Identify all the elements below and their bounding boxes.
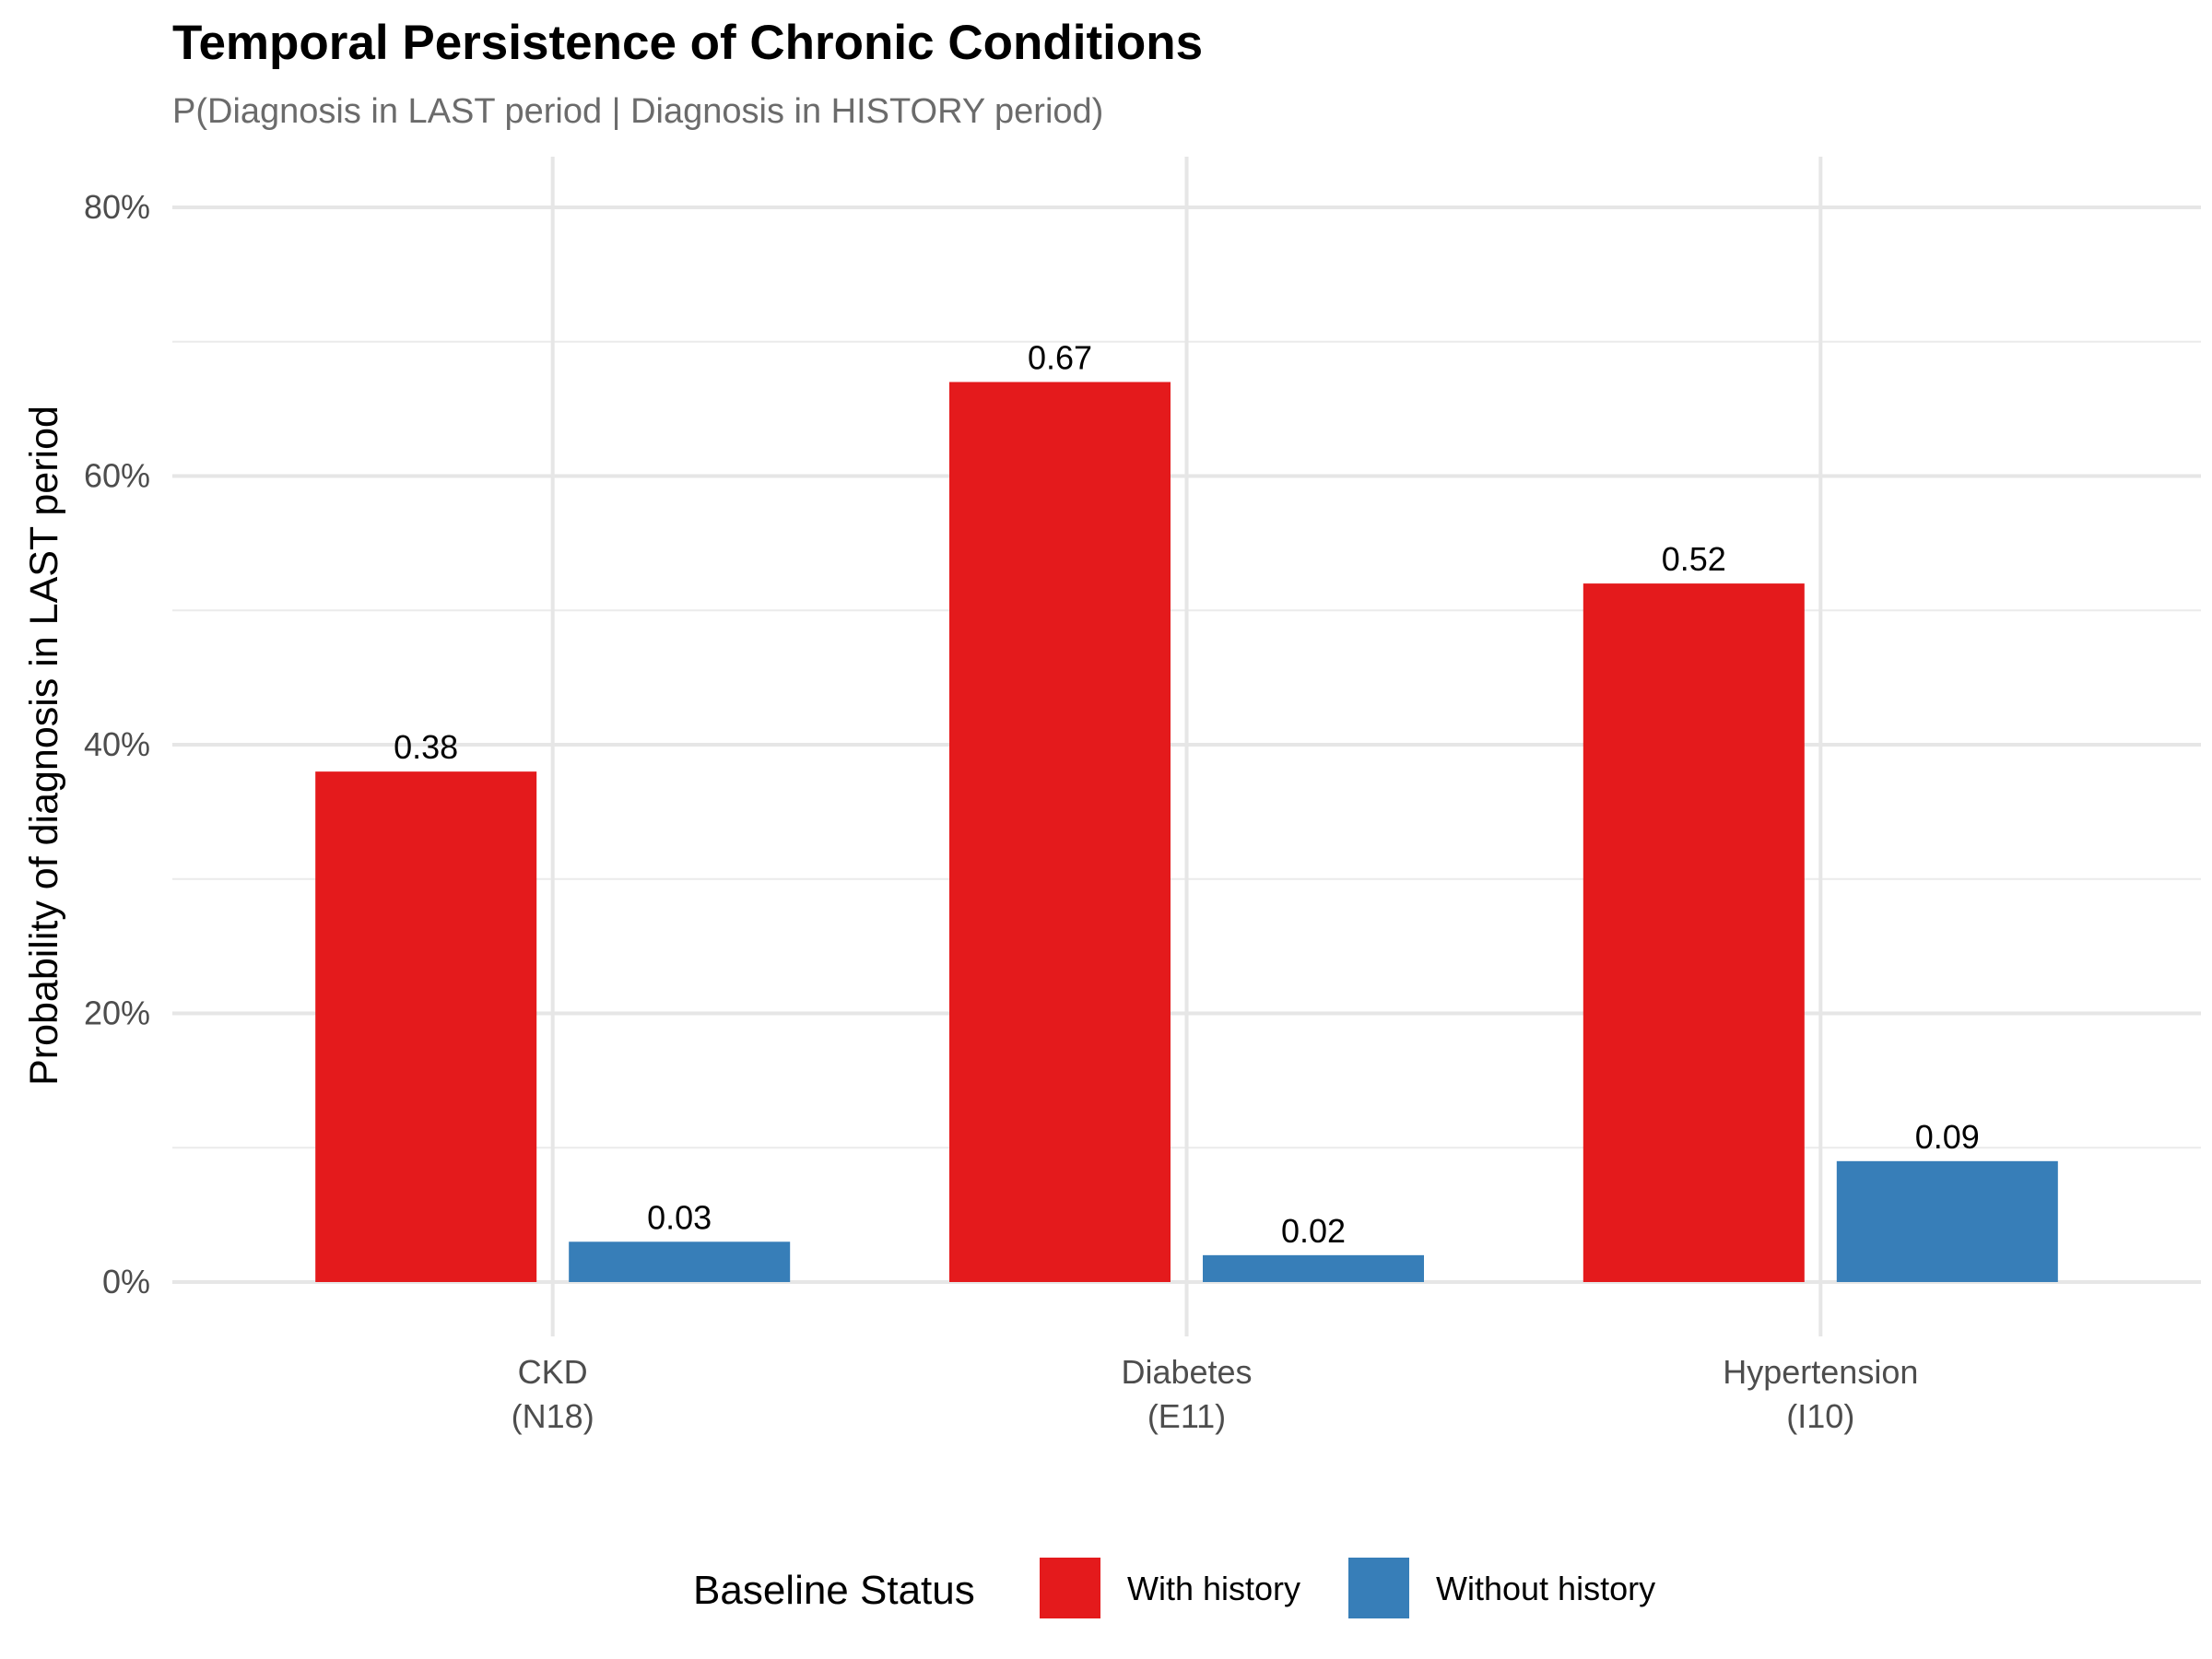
chart-subtitle: P(Diagnosis in LAST period | Diagnosis i… — [172, 92, 1103, 131]
y-tick-label: 0% — [102, 1263, 150, 1300]
y-axis-title: Probability of diagnosis in LAST period — [22, 406, 66, 1086]
chart-title: Temporal Persistence of Chronic Conditio… — [172, 16, 1203, 70]
bar-value-label: 0.03 — [647, 1198, 712, 1236]
bar — [949, 382, 1171, 1283]
legend-swatch — [1348, 1558, 1409, 1618]
y-tick-label: 40% — [84, 725, 150, 763]
bar — [1203, 1254, 1424, 1282]
bar-value-label: 0.52 — [1662, 540, 1726, 578]
x-tick-label: CKD — [518, 1353, 588, 1391]
bar — [569, 1241, 791, 1282]
y-axis: 0% 20% 40% 60% 80% — [84, 188, 150, 1300]
bar — [1836, 1160, 2058, 1282]
bar — [1583, 583, 1805, 1282]
x-tick-code: (N18) — [512, 1397, 594, 1435]
x-tick-code: (E11) — [1147, 1397, 1226, 1435]
x-axis: CKD (N18) Diabetes (E11) Hypertension (I10) — [512, 1353, 1919, 1435]
x-tick-label: Hypertension — [1723, 1353, 1918, 1391]
y-tick-label: 80% — [84, 188, 150, 226]
y-tick-label: 60% — [84, 457, 150, 495]
legend: Baseline Status With history Without hist… — [693, 1558, 1655, 1618]
bars — [315, 382, 2058, 1283]
bar-value-label: 0.67 — [1028, 338, 1092, 376]
legend-title: Baseline Status — [693, 1568, 975, 1613]
legend-swatch — [1040, 1558, 1100, 1618]
bar-value-label: 0.09 — [1915, 1118, 1980, 1156]
legend-label: With history — [1127, 1570, 1300, 1607]
bar-value-label: 0.02 — [1281, 1212, 1346, 1250]
legend-label: Without history — [1436, 1570, 1655, 1607]
x-tick-label: Diabetes — [1121, 1353, 1252, 1391]
y-tick-label: 20% — [84, 994, 150, 1032]
bar — [315, 771, 537, 1282]
bar-value-label: 0.38 — [394, 728, 458, 766]
x-tick-code: (I10) — [1786, 1397, 1854, 1435]
value-labels: 0.38 0.03 0.67 0.02 0.52 0.09 — [394, 338, 1980, 1249]
